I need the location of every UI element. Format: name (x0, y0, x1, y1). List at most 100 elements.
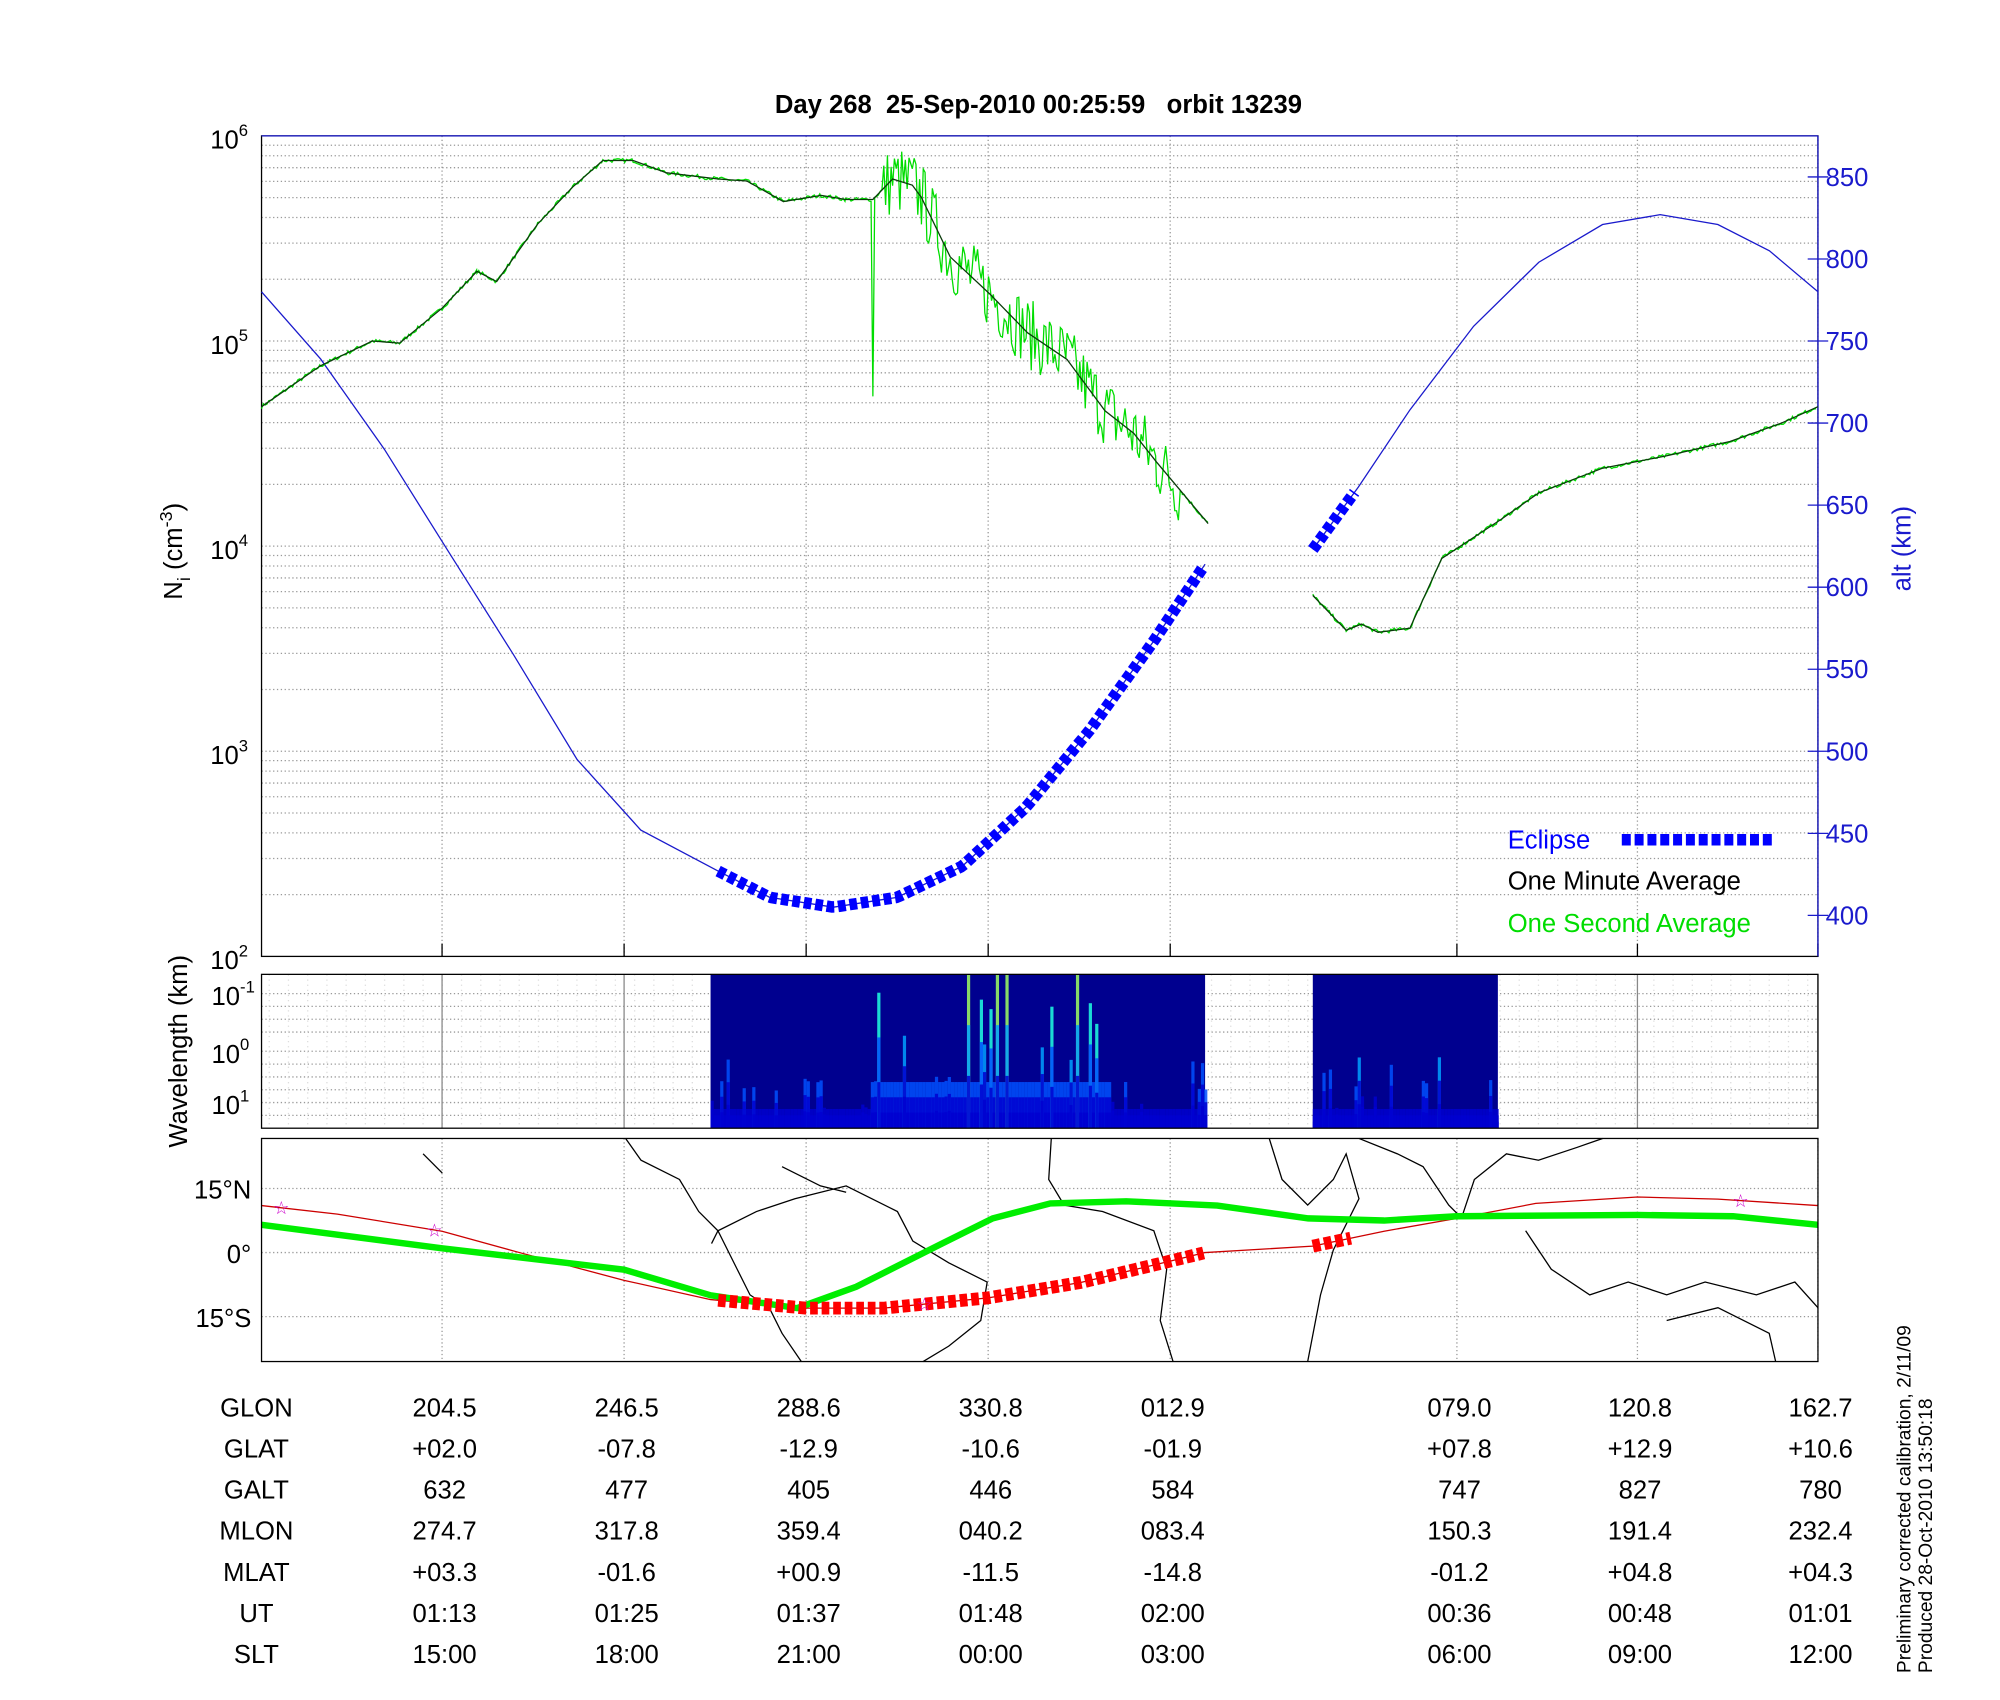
spectrogram-column (874, 1112, 878, 1129)
eclipse-track-segment (717, 1246, 1206, 1315)
spectrogram-column (995, 1075, 1000, 1129)
spectrogram-column (966, 1075, 971, 1129)
spectrogram-column (1460, 1121, 1464, 1129)
one-minute-average-line (261, 159, 1209, 525)
spectrogram-column (720, 1112, 724, 1129)
table-cell: -12.9 (779, 1436, 837, 1464)
table-cell: 632 (423, 1477, 466, 1505)
spectrogram-column (806, 1112, 810, 1129)
spectrogram-column (1367, 1121, 1371, 1129)
spectrogram-column (1079, 1112, 1083, 1129)
density-y-axis: 102 103 104 105 106 (210, 121, 248, 975)
table-cell: +10.6 (1788, 1436, 1853, 1464)
spectrogram-column (1172, 1121, 1176, 1129)
spectrogram-column (999, 1112, 1003, 1129)
table-cell: 21:00 (777, 1641, 841, 1669)
table-cell: 274.7 (413, 1518, 477, 1546)
spectrogram-column (1188, 1121, 1192, 1129)
spectrogram-column (832, 1121, 836, 1129)
spectrogram-column (1482, 1121, 1486, 1129)
spectrogram-column (819, 1111, 823, 1129)
star-marker-icon: ☆ (426, 1220, 442, 1240)
spectrogram-column (947, 1110, 951, 1129)
spectrogram-column (1328, 1108, 1333, 1129)
spectrogram-column (729, 1121, 733, 1129)
table-cell: +07.8 (1427, 1436, 1492, 1464)
table-cell: 09:00 (1608, 1641, 1672, 1669)
table-cell: 780 (1799, 1477, 1842, 1505)
legend-eclipse: Eclipse (1508, 827, 1591, 855)
spectrogram-column (838, 1121, 842, 1129)
spectrogram-column (1168, 1121, 1173, 1129)
spectrogram-column (1415, 1121, 1419, 1129)
spectrogram-column (918, 1112, 923, 1129)
alt-tick-label: 600 (1826, 574, 1869, 602)
spectrogram-column (989, 1087, 993, 1129)
spectrogram-column (1383, 1121, 1387, 1129)
table-cell: 01:37 (777, 1600, 841, 1628)
ground-track-map: ☆ ☆ ☆ ☆ (261, 1137, 1819, 1363)
spectrogram-column (1364, 1121, 1368, 1129)
eclipse-track-segment (1311, 1231, 1353, 1253)
alt-tick-label: 800 (1826, 246, 1869, 274)
spectrogram-column (883, 1112, 887, 1129)
spectrogram-column (1091, 1112, 1096, 1129)
table-row-label: MLAT (223, 1559, 290, 1587)
one-second-average-line (260, 151, 1209, 523)
spectrogram-column (1200, 1106, 1205, 1129)
spectrogram-column (1319, 1121, 1323, 1129)
spectrogram-column (1450, 1121, 1454, 1129)
alt-tick-label: 650 (1826, 492, 1869, 520)
spectrogram-column (1405, 1121, 1409, 1129)
table-cell: 477 (605, 1477, 648, 1505)
y-tick-label: 106 (210, 121, 248, 155)
spectrogram-column (1376, 1121, 1381, 1129)
table-cell: 06:00 (1427, 1641, 1491, 1669)
legend-one-minute: One Minute Average (1508, 868, 1741, 896)
spectrogram-column (1149, 1121, 1153, 1129)
orbit-parameter-table: GLON GLAT GALT MLON MLAT UT SLT 204.5 +02.0 632 27… (219, 1395, 1853, 1669)
spectrogram-column (938, 1112, 942, 1129)
alt-tick-label: 550 (1826, 656, 1869, 684)
spectrogram-column (732, 1121, 737, 1129)
spectrogram-column (825, 1121, 830, 1129)
table-cell: -10.6 (962, 1436, 1020, 1464)
map-frame (260, 1137, 1819, 1363)
spectrogram-column (954, 1112, 958, 1129)
spectrogram-column (1107, 1112, 1112, 1129)
spectrogram-column (1408, 1121, 1413, 1129)
spectrogram-column (1165, 1121, 1169, 1129)
spectrogram-column (867, 1121, 871, 1129)
spectrogram-column (1152, 1121, 1157, 1129)
spectrogram-column (1495, 1121, 1499, 1129)
spectrogram-column (1489, 1111, 1493, 1129)
spectrogram-column (886, 1112, 891, 1129)
spectrogram-column (1335, 1121, 1339, 1129)
table-cell: 083.4 (1141, 1518, 1205, 1546)
alt-tick-label: 750 (1826, 328, 1869, 356)
table-cell: 01:48 (959, 1600, 1023, 1628)
spectrogram-column (1431, 1121, 1435, 1129)
table-cell: 747 (1438, 1477, 1481, 1505)
spectrogram-column (1178, 1121, 1182, 1129)
y-tick-label: 102 (210, 941, 248, 975)
spectrogram-column (893, 1112, 897, 1129)
spectrogram-column (1124, 1112, 1128, 1129)
alt-tick-label: 700 (1826, 410, 1869, 438)
spectrogram-column (1434, 1121, 1438, 1129)
table-cell: 232.4 (1788, 1518, 1852, 1546)
y-tick-label: 103 (210, 736, 248, 770)
spectrogram-column (800, 1121, 804, 1129)
spectrogram-column (1136, 1121, 1141, 1129)
eclipse-segment (715, 563, 1209, 913)
density-plot-area (260, 151, 1819, 913)
legend-one-second: One Second Average (1508, 910, 1751, 938)
spectrogram-column (726, 1104, 730, 1129)
spectrogram-column (1075, 1075, 1080, 1129)
spectrogram-column (1088, 1085, 1092, 1129)
coastline (422, 1153, 443, 1174)
spectrogram-column (752, 1114, 756, 1129)
spectrogram-column (774, 1115, 778, 1129)
spectrogram-column (1380, 1121, 1384, 1129)
spectrogram-column (1412, 1121, 1416, 1129)
